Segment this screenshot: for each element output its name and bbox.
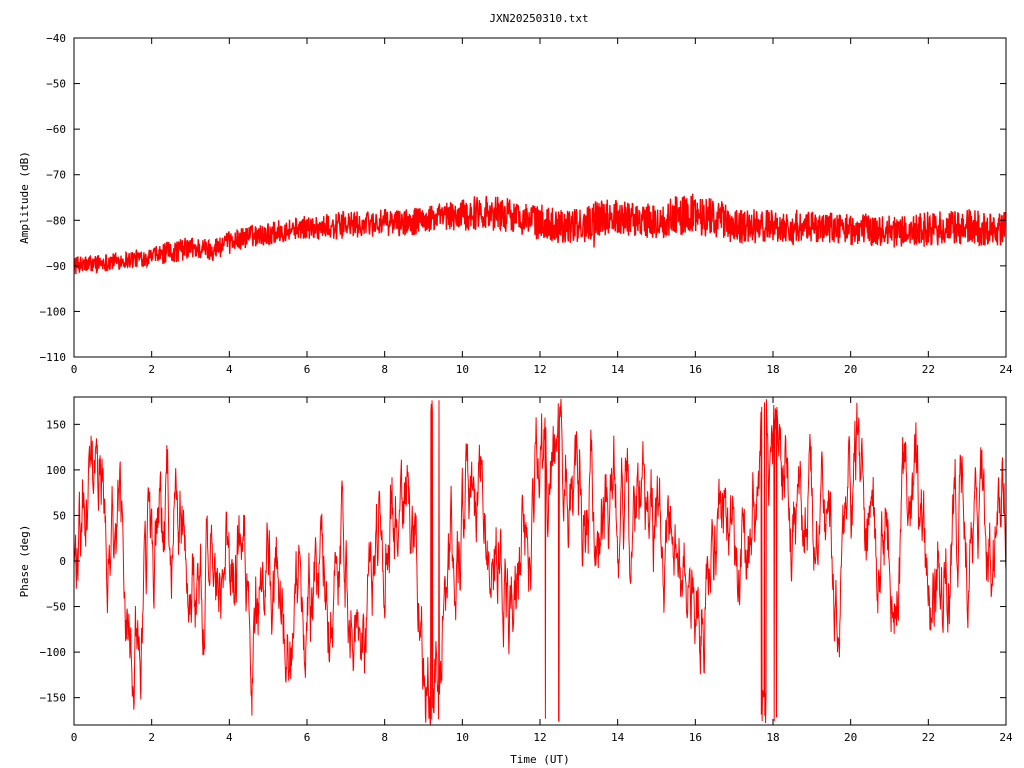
amplitude-x-tick-label: 24 — [999, 363, 1013, 376]
phase-x-tick-label: 14 — [611, 731, 625, 744]
phase-x-tick-label: 6 — [304, 731, 311, 744]
phase-x-tick-label: 22 — [922, 731, 935, 744]
amplitude-y-tick-label: −40 — [46, 32, 66, 45]
phase-x-tick-label: 18 — [766, 731, 779, 744]
amplitude-y-tick-label: −110 — [40, 351, 67, 364]
phase-panel: 0 2 4 6 8 10 12 14 16 18 20 22 24−150−100−5005010015… — [18, 396, 1013, 766]
amplitude-x-tick-label: 20 — [844, 363, 857, 376]
amplitude-y-axis-label: Amplitude (dB) — [18, 151, 31, 244]
phase-x-tick-label: 10 — [456, 731, 469, 744]
phase-x-tick-label: 0 — [71, 731, 78, 744]
amplitude-x-tick-label: 4 — [226, 363, 233, 376]
amplitude-y-tick-label: −60 — [46, 123, 66, 136]
phase-x-tick-label: 12 — [533, 731, 546, 744]
phase-x-tick-label: 8 — [381, 731, 388, 744]
phase-x-tick-label: 16 — [689, 731, 702, 744]
amplitude-x-tick-label: 8 — [381, 363, 388, 376]
amplitude-y-tick-label: −70 — [46, 169, 66, 182]
chart-title: JXN20250310.txt — [489, 12, 588, 25]
amplitude-series-line — [74, 193, 1006, 275]
phase-y-tick-label: −100 — [40, 646, 67, 659]
phase-y-tick-label: −50 — [46, 601, 66, 614]
phase-x-tick-label: 20 — [844, 731, 857, 744]
amplitude-x-tick-label: 18 — [766, 363, 779, 376]
amplitude-x-tick-label: 16 — [689, 363, 702, 376]
phase-x-axis-label: Time (UT) — [510, 753, 570, 766]
phase-y-tick-label: 150 — [46, 418, 66, 431]
amplitude-y-tick-label: −50 — [46, 78, 66, 91]
phase-y-tick-label: 50 — [53, 509, 66, 522]
amplitude-panel: 0 2 4 6 8 10 12 14 16 18 20 22 24−110−100−90−80−70−6… — [18, 32, 1013, 376]
phase-x-tick-label: 2 — [148, 731, 155, 744]
amplitude-y-tick-label: −100 — [40, 305, 67, 318]
phase-x-tick-label: 24 — [999, 731, 1013, 744]
phase-series-line — [74, 398, 1006, 725]
phase-y-tick-label: 0 — [59, 555, 66, 568]
amplitude-x-tick-label: 12 — [533, 363, 546, 376]
phase-y-axis-label: Phase (deg) — [18, 525, 31, 598]
amplitude-x-tick-label: 10 — [456, 363, 469, 376]
amplitude-x-tick-label: 6 — [304, 363, 311, 376]
amplitude-y-tick-label: −80 — [46, 214, 66, 227]
amplitude-x-tick-label: 22 — [922, 363, 935, 376]
phase-y-tick-label: 100 — [46, 464, 66, 477]
amplitude-y-tick-label: −90 — [46, 260, 66, 273]
phase-x-tick-label: 4 — [226, 731, 233, 744]
amplitude-x-tick-label: 2 — [148, 363, 155, 376]
amplitude-x-tick-label: 14 — [611, 363, 625, 376]
amplitude-x-tick-label: 0 — [71, 363, 78, 376]
phase-y-tick-label: −150 — [40, 692, 67, 705]
